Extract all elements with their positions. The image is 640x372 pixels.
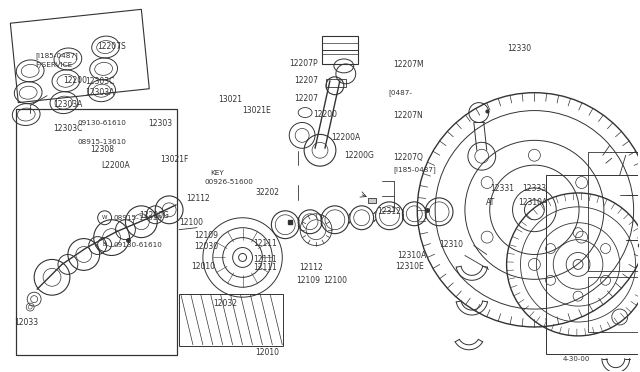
Text: L2200A: L2200A [101, 161, 129, 170]
Text: AT: AT [486, 198, 495, 207]
Text: 08915-13610: 08915-13610 [113, 215, 163, 221]
Text: 12109: 12109 [194, 231, 218, 240]
Text: 12207P: 12207P [289, 59, 318, 68]
Text: 12207: 12207 [294, 76, 319, 85]
Text: W: W [102, 215, 108, 220]
Text: 12200: 12200 [314, 109, 338, 119]
Text: 12303C: 12303C [85, 77, 115, 86]
Text: 4-30-00: 4-30-00 [563, 356, 591, 362]
Bar [179, 294, 284, 346]
Bar [326, 79, 346, 87]
Text: 09130-61610: 09130-61610 [113, 241, 163, 247]
Text: [I185-0487]: [I185-0487] [393, 166, 436, 173]
Text: 12303C: 12303C [53, 124, 83, 133]
Text: 12100: 12100 [179, 218, 203, 227]
Text: 12308: 12308 [90, 145, 114, 154]
Text: 12111: 12111 [253, 254, 277, 264]
Text: 32202: 32202 [255, 188, 279, 197]
Text: 12111: 12111 [253, 263, 277, 272]
Text: 12333: 12333 [522, 185, 546, 193]
Text: 13021E: 13021E [243, 106, 271, 115]
Text: 12100: 12100 [323, 276, 347, 285]
Bar [547, 175, 640, 354]
Text: 12109: 12109 [296, 276, 320, 285]
Bar [16, 109, 177, 355]
Text: 12200A: 12200A [332, 133, 361, 142]
Text: 12010: 12010 [255, 348, 279, 357]
Text: 12010: 12010 [192, 262, 216, 271]
Text: 08915-13610: 08915-13610 [77, 139, 126, 145]
Text: [0487-: [0487- [388, 90, 413, 96]
Text: 12111: 12111 [253, 239, 277, 248]
Text: 12310A: 12310A [397, 251, 427, 260]
Text: B: B [103, 242, 106, 247]
Text: KEY: KEY [211, 170, 225, 176]
Text: 12207Q: 12207Q [393, 153, 423, 162]
Text: 12112: 12112 [187, 195, 211, 203]
Text: 00926-51600: 00926-51600 [204, 179, 253, 185]
Text: 12112: 12112 [300, 263, 323, 272]
Text: 12303: 12303 [148, 119, 173, 128]
Text: 12331: 12331 [490, 185, 514, 193]
Text: 12200G: 12200G [344, 151, 374, 160]
Text: 12033: 12033 [14, 318, 38, 327]
Bar [322, 36, 358, 64]
Text: 12030: 12030 [194, 243, 218, 251]
Bar [367, 198, 376, 203]
Text: 12312: 12312 [377, 206, 401, 216]
Text: 12310: 12310 [440, 240, 463, 249]
Text: 12310E: 12310E [395, 262, 424, 271]
Bar [588, 277, 640, 332]
Text: 12303A: 12303A [53, 100, 83, 109]
Text: 12207: 12207 [294, 94, 319, 103]
Bar [588, 152, 640, 271]
Text: 13021: 13021 [218, 95, 243, 104]
Text: 12207S: 12207S [98, 42, 127, 51]
Text: 12200: 12200 [63, 76, 87, 85]
Bar [16, 109, 177, 355]
Text: F/SERVICE: F/SERVICE [35, 62, 73, 68]
Text: 12032: 12032 [213, 299, 237, 308]
Text: 12207M: 12207M [393, 60, 424, 70]
Text: [I185-0487]: [I185-0487] [35, 53, 78, 60]
Text: 12207N: 12207N [393, 110, 423, 120]
Text: 12303A: 12303A [85, 89, 115, 97]
Text: 12310A: 12310A [518, 198, 547, 207]
Text: 13021F: 13021F [160, 155, 188, 164]
Text: 09130-61610: 09130-61610 [77, 120, 126, 126]
Text: 12200G: 12200G [139, 211, 169, 220]
Text: 12330: 12330 [508, 44, 531, 53]
